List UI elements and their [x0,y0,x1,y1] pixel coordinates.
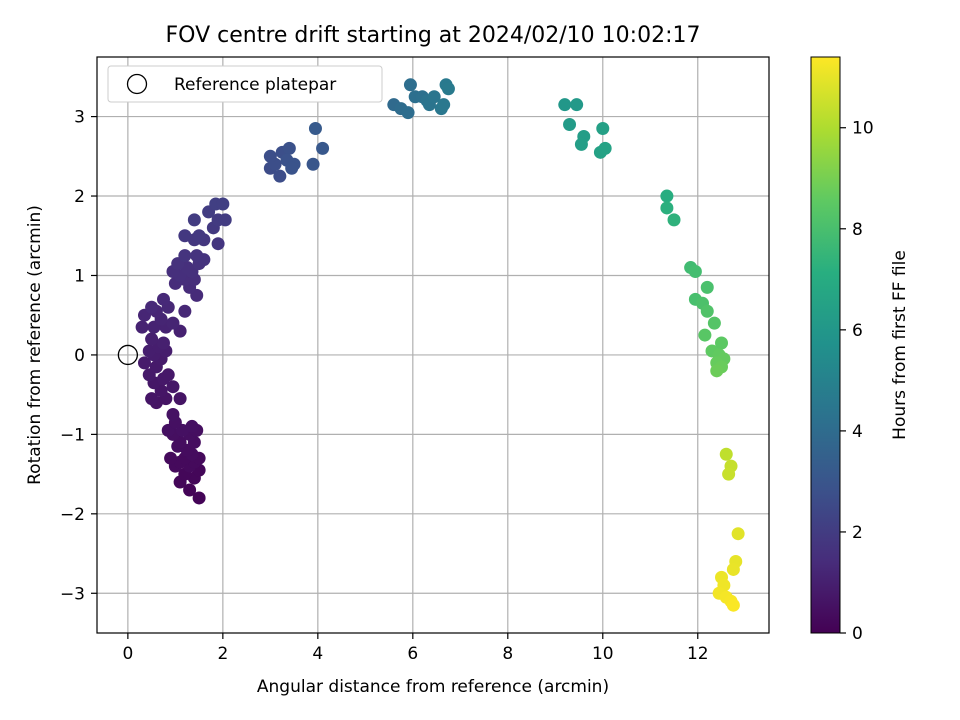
data-point [726,598,740,612]
data-point [137,356,151,370]
colorbar-label: Hours from first FF file [890,250,910,440]
data-point [698,328,712,342]
data-point [166,316,180,330]
data-point [688,265,702,279]
data-point [216,197,230,211]
data-point [598,141,612,155]
data-point [427,90,441,104]
data-point [437,98,451,112]
colorbar-gradient [810,56,841,634]
colorbar-ticks: 0 2 4 6 8 10 [840,119,874,644]
data-point [187,213,201,227]
colorbar-tick-label: 10 [852,119,874,139]
colorbar-tick-label: 6 [852,321,863,341]
data-point [401,106,415,120]
x-axis-label: Angular distance from reference (arcmin) [257,677,609,697]
legend-label: Reference platepar [174,75,336,95]
data-point [190,249,204,263]
reference-marker [117,344,139,366]
y-tick-label: 1 [74,266,85,286]
x-tick-label: 8 [502,644,513,664]
colorbar-tick-label: 4 [852,422,863,442]
x-tick-label: 0 [122,644,133,664]
data-point [710,364,724,378]
data-point [660,189,674,203]
y-axis-label: Rotation from reference (arcmin) [25,205,45,485]
x-ticks: 0 2 4 6 8 10 12 [122,633,709,664]
plot-frame [96,56,770,634]
y-tick-label: −1 [60,425,85,445]
data-point [308,122,322,136]
colorbar-tick-label: 0 [852,624,863,644]
data-point [306,157,320,171]
data-point [263,149,277,163]
colorbar: 0 2 4 6 8 10 Hours from first FF file [810,56,910,644]
data-points [135,78,745,612]
data-point [667,213,681,227]
reference-platepar-marker [117,344,139,366]
data-point [441,82,455,96]
data-point [715,336,729,350]
data-point [185,419,199,433]
data-point [173,392,187,406]
data-point [660,201,674,215]
data-point [596,122,610,136]
data-point [285,161,299,175]
data-point [316,141,330,155]
data-point [166,380,180,394]
data-point [574,137,588,151]
data-point [403,78,417,92]
data-point [731,527,745,541]
data-point [161,368,175,382]
data-point [218,213,232,227]
data-point [700,280,714,294]
grid [97,57,769,633]
x-tick-label: 6 [407,644,418,664]
x-tick-label: 12 [687,644,709,664]
data-point [563,118,577,132]
y-tick-label: 0 [74,346,85,366]
chart-title: FOV centre drift starting at 2024/02/10 … [166,23,701,48]
x-tick-label: 2 [217,644,228,664]
data-point [282,141,296,155]
y-tick-label: 3 [74,108,85,128]
y-tick-label: 2 [74,187,85,207]
data-point [166,408,180,422]
data-point [192,491,206,505]
colorbar-tick-label: 2 [852,523,863,543]
data-point [273,169,287,183]
colorbar-tick-label: 8 [852,220,863,240]
data-point [700,304,714,318]
data-point [164,451,178,465]
y-tick-label: −2 [60,505,85,525]
data-point [570,98,584,112]
data-point [145,332,159,346]
data-point [719,447,733,461]
y-tick-label: −3 [60,584,85,604]
data-point [156,336,170,350]
data-point [178,229,192,243]
data-point [156,292,170,306]
legend: Reference platepar [107,65,383,103]
data-point [211,237,225,251]
data-point [145,392,159,406]
legend-marker-icon [126,73,148,95]
data-point [558,98,572,112]
data-point [183,483,197,497]
data-point [178,304,192,318]
x-tick-label: 10 [592,644,614,664]
data-point [726,562,740,576]
legend-box [107,65,383,103]
y-ticks: −3 −2 −1 0 1 2 3 [60,108,97,604]
x-tick-label: 4 [312,644,323,664]
data-point [135,320,149,334]
data-point [178,249,192,263]
data-point [722,467,736,481]
data-point [145,300,159,314]
data-point [707,316,721,330]
data-point [192,229,206,243]
